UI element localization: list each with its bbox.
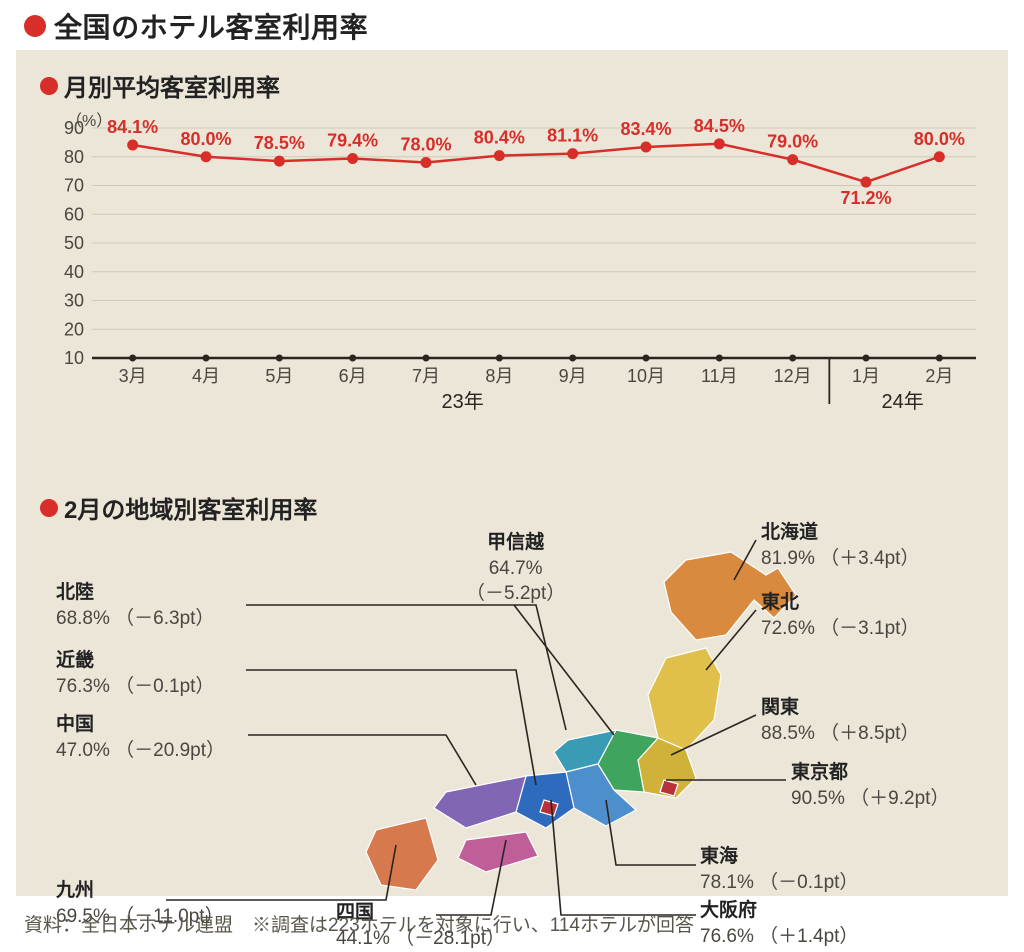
region-name: 甲信越 — [466, 530, 565, 556]
svg-text:23年: 23年 — [442, 390, 484, 413]
label-hokkaido: 北海道 81.9% （＋3.4pt） — [761, 520, 919, 571]
page-title: 全国のホテル客室利用率 — [24, 6, 368, 46]
content-panel: 月別平均客室利用率 （%）1020304050607080903月4月5月6月7… — [16, 50, 1008, 896]
source-footnote: 資料：全日本ホテル連盟 ※調査は223ホテルを対象に行い、114ホテルが回答 — [24, 910, 694, 937]
bullet-icon — [40, 499, 58, 517]
source-footnote-text: 資料：全日本ホテル連盟 ※調査は223ホテルを対象に行い、114ホテルが回答 — [24, 915, 694, 936]
label-tokai: 東海 78.1% （－0.1pt） — [700, 844, 858, 895]
svg-text:71.2%: 71.2% — [840, 188, 891, 208]
region-name: 大阪府 — [700, 900, 757, 921]
region-name: 東北 — [761, 590, 919, 616]
label-kinki: 近畿 76.3% （－0.1pt） — [56, 648, 214, 699]
region-name: 東海 — [700, 846, 738, 867]
svg-text:5月: 5月 — [265, 366, 293, 386]
region-name: 東京都 — [791, 760, 949, 786]
label-tokyo: 東京都 90.5% （＋9.2pt） — [791, 760, 949, 811]
svg-text:79.4%: 79.4% — [327, 130, 378, 150]
region-name: 近畿 — [56, 648, 214, 674]
svg-text:80.0%: 80.0% — [180, 129, 231, 149]
svg-text:10: 10 — [64, 348, 84, 368]
occupancy-line-chart: （%）1020304050607080903月4月5月6月7月8月9月10月11… — [40, 112, 984, 442]
svg-text:10月: 10月 — [627, 366, 665, 386]
svg-text:70: 70 — [64, 176, 84, 196]
svg-text:4月: 4月 — [192, 366, 220, 386]
bullet-icon — [40, 77, 58, 95]
svg-text:90: 90 — [64, 118, 84, 138]
svg-text:80.0%: 80.0% — [914, 129, 965, 149]
svg-text:83.4%: 83.4% — [620, 119, 671, 139]
chart-section-title: 月別平均客室利用率 — [40, 68, 280, 103]
svg-text:40: 40 — [64, 262, 84, 282]
svg-text:20: 20 — [64, 319, 84, 339]
svg-text:11月: 11月 — [701, 366, 738, 386]
svg-text:80.4%: 80.4% — [474, 128, 525, 148]
svg-text:24年: 24年 — [882, 390, 924, 413]
region-name: 中国 — [56, 712, 225, 738]
label-tohoku: 東北 72.6% （－3.1pt） — [761, 590, 919, 641]
svg-text:60: 60 — [64, 204, 84, 224]
svg-text:79.0%: 79.0% — [767, 132, 818, 152]
svg-text:2月: 2月 — [925, 366, 953, 386]
svg-text:78.0%: 78.0% — [400, 135, 451, 155]
svg-text:6月: 6月 — [339, 366, 367, 386]
label-osaka: 大阪府 76.6% （＋1.4pt） — [700, 898, 858, 949]
bullet-icon — [24, 15, 46, 37]
chart-section-title-text: 月別平均客室利用率 — [64, 68, 280, 103]
region-name: 九州 — [56, 878, 224, 904]
region-name: 北海道 — [761, 520, 919, 546]
svg-text:9月: 9月 — [559, 366, 587, 386]
region-name: 関東 — [761, 695, 919, 721]
svg-text:78.5%: 78.5% — [254, 133, 305, 153]
label-kanto: 関東 88.5% （＋8.5pt） — [761, 695, 919, 746]
region-name: 北陸 — [56, 580, 214, 606]
label-chugoku: 中国 47.0% （－20.9pt） — [56, 712, 225, 763]
svg-text:7月: 7月 — [412, 366, 440, 386]
svg-text:30: 30 — [64, 291, 84, 311]
japan-map-area: 北陸 68.8% （－6.3pt） 近畿 76.3% （－0.1pt） 中国 4… — [16, 520, 1008, 940]
svg-text:81.1%: 81.1% — [547, 126, 598, 146]
label-hokuriku: 北陸 68.8% （－6.3pt） — [56, 580, 214, 631]
label-koshinetsu: 甲信越 64.7% （－5.2pt） — [466, 530, 565, 607]
svg-text:8月: 8月 — [485, 366, 513, 386]
svg-text:84.1%: 84.1% — [107, 117, 158, 137]
svg-text:12月: 12月 — [774, 366, 812, 386]
page-title-text: 全国のホテル客室利用率 — [54, 6, 368, 46]
svg-text:80: 80 — [64, 147, 84, 167]
svg-text:1月: 1月 — [852, 366, 880, 386]
svg-text:3月: 3月 — [119, 366, 147, 386]
svg-text:50: 50 — [64, 233, 84, 253]
svg-text:84.5%: 84.5% — [694, 116, 745, 136]
